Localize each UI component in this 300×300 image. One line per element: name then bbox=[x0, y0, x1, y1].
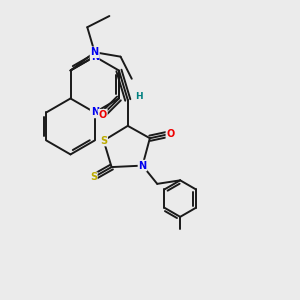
Text: S: S bbox=[90, 172, 97, 182]
Text: S: S bbox=[100, 136, 107, 146]
Text: O: O bbox=[99, 110, 107, 120]
Text: H: H bbox=[135, 92, 143, 101]
Text: O: O bbox=[167, 129, 175, 139]
Text: N: N bbox=[91, 52, 99, 61]
Text: N: N bbox=[138, 160, 147, 171]
Text: N: N bbox=[91, 47, 99, 57]
Text: N: N bbox=[91, 107, 99, 118]
